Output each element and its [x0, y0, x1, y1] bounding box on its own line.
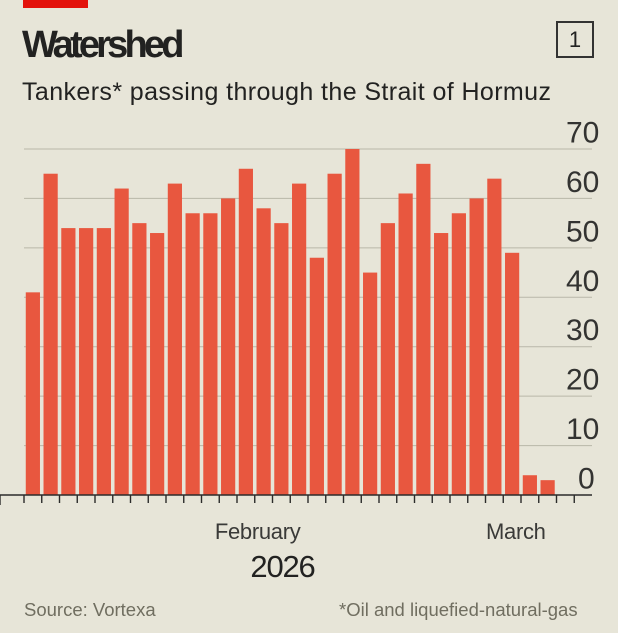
svg-text:10: 10	[566, 413, 599, 446]
svg-text:0: 0	[578, 463, 595, 496]
svg-text:50: 50	[566, 215, 599, 248]
svg-text:March: March	[486, 519, 546, 544]
svg-text:20: 20	[566, 364, 599, 397]
svg-text:February: February	[215, 519, 301, 544]
svg-text:2026: 2026	[250, 549, 314, 584]
svg-text:30: 30	[566, 314, 599, 347]
svg-text:70: 70	[566, 117, 599, 150]
svg-text:40: 40	[566, 265, 599, 298]
svg-text:60: 60	[566, 166, 599, 199]
